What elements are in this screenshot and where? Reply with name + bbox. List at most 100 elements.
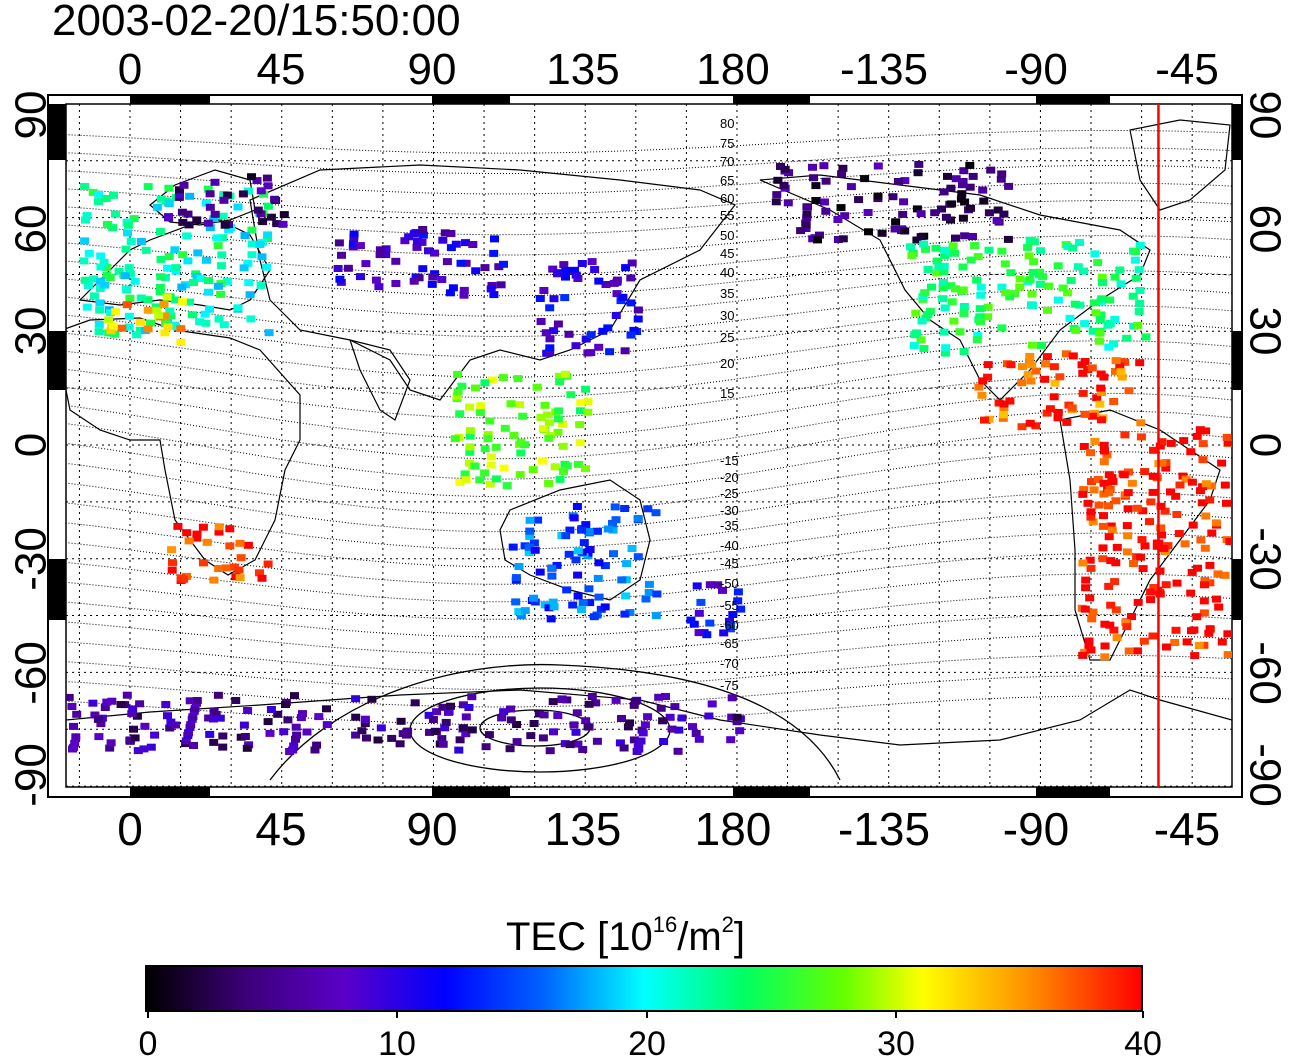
tec-cell xyxy=(601,281,611,288)
tec-cell xyxy=(620,347,630,355)
tec-cell xyxy=(638,729,648,737)
tec-cell xyxy=(919,240,929,248)
tec-cell xyxy=(424,711,434,719)
tec-cell xyxy=(219,321,229,329)
tec-cell xyxy=(958,263,968,271)
colorbar-tick: 0 xyxy=(139,1025,158,1057)
tec-cell xyxy=(438,236,448,244)
tec-cell xyxy=(538,734,548,742)
tec-cell xyxy=(999,411,1008,419)
tec-cell xyxy=(581,385,591,393)
tec-cell xyxy=(238,190,248,198)
contour-label: -60 xyxy=(720,618,739,633)
lon-tick-top: -90 xyxy=(1004,45,1068,94)
tec-cell xyxy=(1055,373,1065,381)
tec-cell xyxy=(937,205,946,213)
coastline xyxy=(759,174,1151,401)
tec-cell xyxy=(186,721,196,729)
tec-cell xyxy=(1172,579,1182,587)
tec-cell xyxy=(202,538,212,546)
tec-cell xyxy=(581,717,591,725)
tec-cell xyxy=(480,379,490,387)
tec-cell xyxy=(164,253,174,260)
tec-cell xyxy=(508,543,518,551)
tec-cell xyxy=(357,727,367,735)
tec-cell xyxy=(438,703,448,711)
tec-cell xyxy=(577,260,587,267)
tec-cell xyxy=(1106,601,1116,609)
tec-cell xyxy=(1206,482,1216,490)
tec-cell xyxy=(633,743,643,751)
tec-cell xyxy=(674,726,684,734)
tec-cell xyxy=(177,208,187,216)
tec-cell xyxy=(529,720,539,727)
tec-cell xyxy=(485,417,495,425)
tec-cell xyxy=(130,734,140,742)
tec-cell xyxy=(983,373,993,381)
tec-cell xyxy=(1200,544,1210,552)
tec-data-cells xyxy=(66,160,1232,755)
tec-cell xyxy=(425,728,434,736)
tec-cell xyxy=(374,283,384,291)
tec-cell xyxy=(958,286,968,294)
tec-cell xyxy=(1205,496,1215,504)
tec-cell xyxy=(1086,513,1096,521)
tec-cell xyxy=(802,214,812,222)
tec-cell xyxy=(564,550,574,558)
tec-cell xyxy=(205,730,215,738)
tec-cell xyxy=(1068,352,1078,360)
tec-cell xyxy=(773,176,783,184)
tec-cell xyxy=(1199,597,1209,605)
tec-cell xyxy=(240,232,250,240)
tec-cell xyxy=(733,597,743,605)
tec-cell xyxy=(564,330,574,338)
tec-cell xyxy=(216,262,226,270)
tec-cell xyxy=(281,701,290,708)
tec-cell xyxy=(594,593,604,601)
tec-cell xyxy=(1175,481,1185,489)
tec-cell xyxy=(458,701,468,709)
tec-cell xyxy=(667,725,677,733)
tec-cell xyxy=(185,298,194,306)
tec-cell xyxy=(1157,459,1167,467)
tec-cell xyxy=(1080,605,1090,613)
tec-cell xyxy=(451,240,461,248)
tec-cell xyxy=(125,294,135,302)
contour-line xyxy=(66,532,1232,585)
tec-cell xyxy=(1043,306,1052,314)
tec-cell xyxy=(946,282,956,290)
tec-cell xyxy=(398,730,408,738)
tec-cell xyxy=(100,281,110,289)
tec-cell xyxy=(932,257,942,265)
tec-cell xyxy=(984,246,994,254)
tec-cell xyxy=(677,714,687,722)
tec-cell xyxy=(283,716,293,724)
tec-cell xyxy=(122,691,132,699)
tec-cell xyxy=(486,285,496,293)
tec-cell xyxy=(201,199,211,207)
tec-cell xyxy=(1088,518,1098,526)
tec-cell xyxy=(1104,502,1113,510)
tec-cell xyxy=(296,714,306,722)
tec-cell xyxy=(776,163,785,170)
tec-cell xyxy=(90,711,100,719)
tec-cell xyxy=(291,723,301,731)
tec-cell xyxy=(1037,342,1046,349)
tec-cell xyxy=(1104,533,1114,541)
tec-cell xyxy=(343,264,353,272)
tec-cell xyxy=(1188,521,1198,529)
tec-cell xyxy=(123,229,132,237)
tec-cell xyxy=(725,625,735,633)
tec-cell xyxy=(1119,471,1129,479)
tec-cell xyxy=(461,476,471,484)
tec-cell xyxy=(264,329,274,337)
tec-cell xyxy=(256,187,266,195)
tec-cell xyxy=(450,435,460,443)
tec-cell xyxy=(673,747,683,755)
lon-tick-bottom: -90 xyxy=(1003,803,1069,855)
tec-cell xyxy=(184,537,194,545)
tec-cell xyxy=(490,235,499,243)
tec-cell xyxy=(171,267,181,275)
lat-lon-grid xyxy=(66,104,1232,787)
tec-cell xyxy=(1136,433,1146,441)
